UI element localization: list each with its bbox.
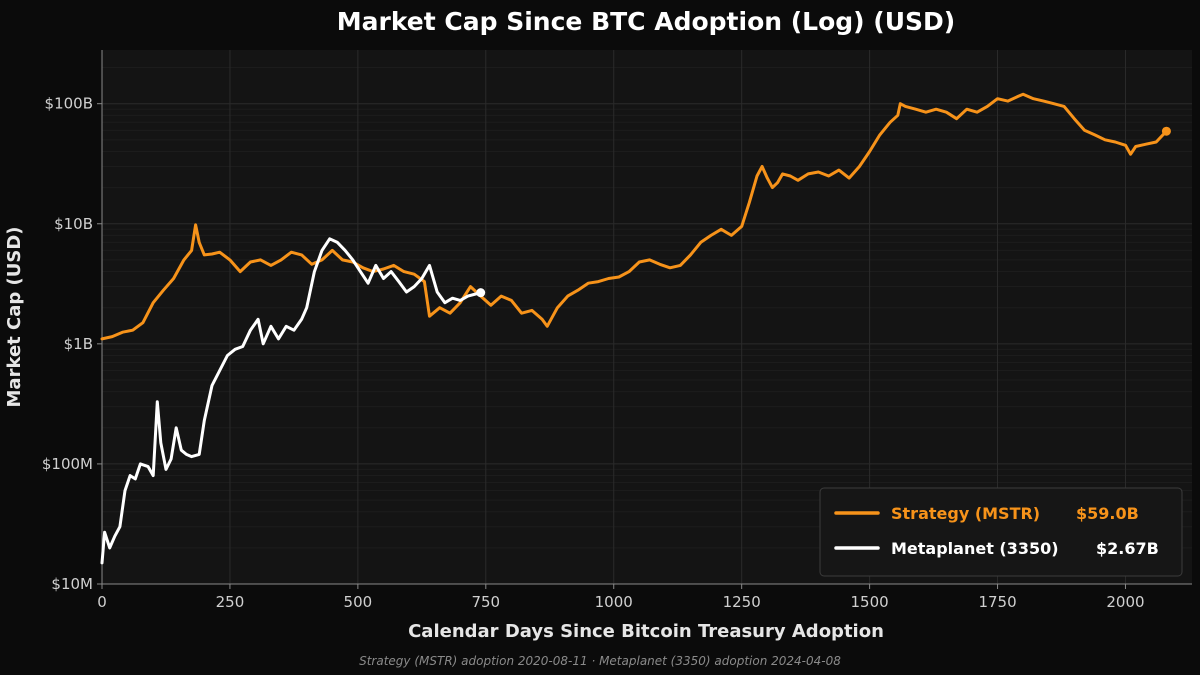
x-tick-label: 1250	[723, 593, 761, 611]
legend-box	[819, 487, 1183, 577]
y-tick-label: $100M	[42, 455, 93, 473]
y-tick-label: $100B	[45, 95, 93, 113]
y-tick-label: $10B	[54, 215, 93, 233]
x-tick-label: 1500	[851, 593, 889, 611]
grid-lines	[102, 50, 1192, 585]
legend-label-metaplanet: Metaplanet (3350)	[891, 539, 1059, 558]
y-tick-labels: $10M $100M $1B $10B $100B	[42, 95, 102, 593]
axes	[101, 50, 1192, 585]
chart-title: Market Cap Since BTC Adoption (Log) (USD…	[337, 7, 955, 36]
legend: Strategy (MSTR) $59.0B Metaplanet (3350)…	[819, 487, 1183, 577]
legend-value-strategy: $59.0B	[1076, 504, 1139, 523]
x-tick-label: 1750	[978, 593, 1016, 611]
series-lines	[100, 92, 1171, 565]
x-tick-label: 2000	[1106, 593, 1144, 611]
series-line-strategy	[100, 92, 1168, 341]
endpoint-marker-strategy	[1161, 126, 1171, 136]
y-tick-label: $1B	[64, 335, 93, 353]
endpoint-marker-metaplanet	[476, 288, 486, 298]
y-axis-label: Market Cap (USD)	[4, 227, 25, 408]
legend-label-strategy: Strategy (MSTR)	[891, 504, 1040, 523]
x-tick-label: 500	[344, 593, 373, 611]
y-tick-label: $10M	[51, 575, 93, 593]
legend-value-metaplanet: $2.67B	[1096, 539, 1159, 558]
x-tick-label: 0	[97, 593, 107, 611]
footnote: Strategy (MSTR) adoption 2020-08-11 · Me…	[359, 654, 841, 668]
x-tick-labels: 0 250 500 750 1000 1250 1500 1750 2000	[97, 584, 1145, 611]
x-axis-label: Calendar Days Since Bitcoin Treasury Ado…	[408, 621, 884, 642]
x-tick-label: 750	[471, 593, 500, 611]
x-tick-label: 1000	[595, 593, 633, 611]
x-tick-label: 250	[216, 593, 245, 611]
series-line-metaplanet	[100, 237, 483, 565]
